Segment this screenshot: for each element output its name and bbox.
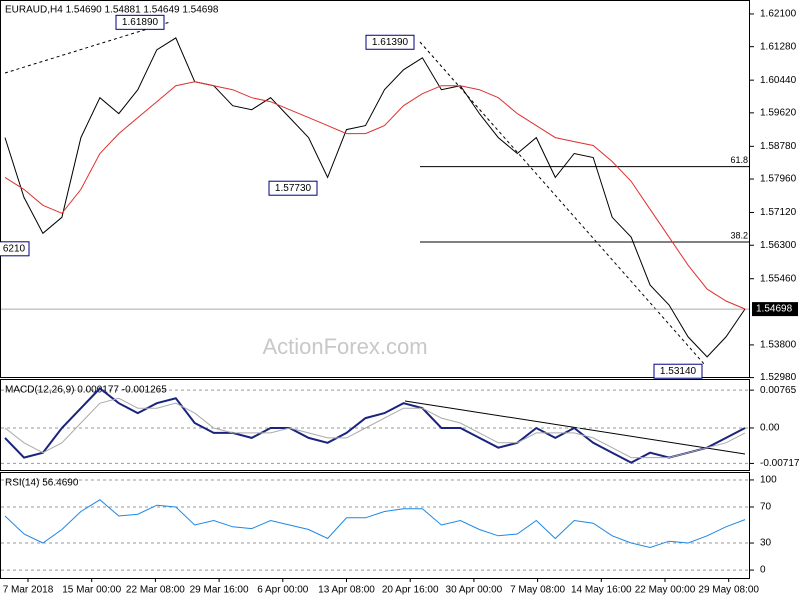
- y-tick-label: 70: [760, 502, 772, 513]
- x-tick-label: 13 Apr 08:00: [318, 585, 375, 596]
- y-tick-label: 1.59620: [760, 107, 797, 118]
- panel-title: EURAUD,H4 1.54690 1.54881 1.54649 1.5469…: [5, 5, 219, 16]
- y-tick-label: 1.62100: [760, 9, 797, 20]
- y-tick-label: 1.58780: [760, 141, 797, 152]
- x-tick-label: 6 Apr 00:00: [257, 585, 309, 596]
- x-tick-label: 22 Mar 08:00: [126, 585, 185, 596]
- annotation-label: 1.57730: [275, 183, 312, 194]
- macd-panel: [0, 379, 750, 471]
- y-tick-label: 1.52980: [760, 372, 797, 383]
- y-tick-label: 1.57960: [760, 174, 797, 185]
- y-tick-label: 0.00765: [760, 385, 797, 396]
- annotation-label: 1.61390: [372, 37, 409, 48]
- last-price-box: [752, 302, 798, 317]
- y-tick-label: 1.55460: [760, 273, 797, 284]
- trend-line: [4, 21, 171, 74]
- y-tick-label: 100: [760, 475, 777, 486]
- fib-label: 61.8: [730, 155, 748, 165]
- trend-line: [419, 41, 706, 366]
- annotation-label: 1.61890: [122, 17, 159, 28]
- annotation-box: [268, 180, 318, 196]
- y-tick-label: 0: [760, 565, 766, 576]
- x-tick-label: 20 Apr 16:00: [382, 585, 439, 596]
- annotation-box: [365, 34, 415, 50]
- x-tick-label: 30 Apr 00:00: [446, 585, 503, 596]
- annotation-box: [115, 14, 165, 30]
- y-tick-label: 0.00: [760, 423, 780, 434]
- y-tick-label: -0.007171: [760, 458, 800, 469]
- panel-title: MACD(12,26,9) 0.000177 -0.001265: [5, 385, 167, 396]
- y-tick-label: 30: [760, 538, 772, 549]
- y-tick-label: 1.56300: [760, 240, 797, 251]
- x-tick-label: 29 May 08:00: [698, 585, 759, 596]
- x-tick-label: 29 Mar 16:00: [190, 585, 249, 596]
- series-line: [4, 37, 746, 358]
- annotation-box: [0, 241, 30, 257]
- series-line: [4, 499, 746, 549]
- series-line: [4, 387, 746, 464]
- x-tick-label: 14 May 16:00: [571, 585, 632, 596]
- watermark: ActionForex.com: [262, 334, 427, 359]
- x-tick-label: 15 Mar 00:00: [62, 585, 121, 596]
- x-tick-label: 22 May 00:00: [635, 585, 696, 596]
- y-tick-label: 1.53800: [760, 340, 797, 351]
- annotation-label: 1.53140: [660, 366, 697, 377]
- series-line: [4, 81, 746, 310]
- price-panel: [0, 0, 750, 378]
- annotation-label: 6210: [3, 243, 26, 254]
- fib-label: 38.2: [730, 230, 748, 240]
- x-tick-label: 7 May 08:00: [510, 585, 565, 596]
- y-tick-label: 1.61280: [760, 41, 797, 52]
- rsi-panel: [0, 472, 750, 579]
- y-tick-label: 1.60440: [760, 75, 797, 86]
- annotation-box: [653, 363, 703, 379]
- last-price-label: 1.54698: [756, 304, 793, 315]
- series-line: [4, 397, 746, 459]
- panel-title: RSI(14) 56.4690: [5, 478, 79, 489]
- y-tick-label: 1.57120: [760, 207, 797, 218]
- x-tick-label: 7 Mar 2018: [3, 585, 54, 596]
